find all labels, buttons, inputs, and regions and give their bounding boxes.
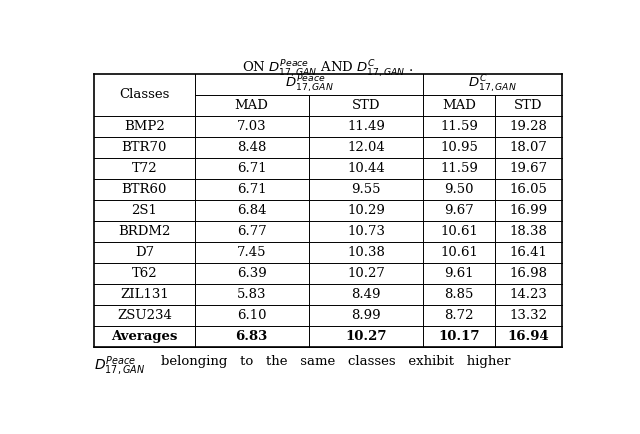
Text: 19.67: 19.67 bbox=[509, 162, 547, 175]
Text: $D^{Peace}_{17,GAN}$: $D^{Peace}_{17,GAN}$ bbox=[285, 73, 333, 95]
Text: 10.38: 10.38 bbox=[347, 246, 385, 259]
Text: STD: STD bbox=[514, 99, 543, 112]
Text: ZIL131: ZIL131 bbox=[120, 288, 169, 301]
Text: 16.98: 16.98 bbox=[509, 267, 547, 280]
Text: STD: STD bbox=[352, 99, 380, 112]
Text: BMP2: BMP2 bbox=[124, 120, 164, 133]
Text: 10.61: 10.61 bbox=[440, 246, 478, 259]
Text: 7.45: 7.45 bbox=[237, 246, 266, 259]
Text: 6.39: 6.39 bbox=[237, 267, 266, 280]
Text: belonging   to   the   same   classes   exhibit   higher: belonging to the same classes exhibit hi… bbox=[161, 355, 511, 368]
Text: ON $D^{Peace}_{17,GAN}$ AND $D^{C}_{17,GAN}$ .: ON $D^{Peace}_{17,GAN}$ AND $D^{C}_{17,G… bbox=[243, 58, 413, 80]
Text: 10.27: 10.27 bbox=[347, 267, 385, 280]
Text: MAD: MAD bbox=[235, 99, 269, 112]
Text: BTR70: BTR70 bbox=[122, 141, 167, 154]
Text: 6.71: 6.71 bbox=[237, 183, 266, 196]
Text: 10.17: 10.17 bbox=[438, 330, 480, 343]
Text: 18.38: 18.38 bbox=[509, 225, 547, 238]
Text: 10.95: 10.95 bbox=[440, 141, 478, 154]
Text: T62: T62 bbox=[131, 267, 157, 280]
Text: Classes: Classes bbox=[119, 88, 170, 101]
Text: $D^{Peace}_{17,GAN}$: $D^{Peace}_{17,GAN}$ bbox=[94, 355, 145, 378]
Text: 18.07: 18.07 bbox=[509, 141, 547, 154]
Text: 6.71: 6.71 bbox=[237, 162, 266, 175]
Text: 10.61: 10.61 bbox=[440, 225, 478, 238]
Text: 13.32: 13.32 bbox=[509, 309, 547, 322]
Text: 7.03: 7.03 bbox=[237, 120, 266, 133]
Text: 16.99: 16.99 bbox=[509, 204, 547, 217]
Text: T72: T72 bbox=[131, 162, 157, 175]
Text: 16.94: 16.94 bbox=[508, 330, 549, 343]
Text: 10.29: 10.29 bbox=[347, 204, 385, 217]
Text: $D^{C}_{17,GAN}$: $D^{C}_{17,GAN}$ bbox=[468, 73, 517, 95]
Text: 10.27: 10.27 bbox=[345, 330, 387, 343]
Text: 9.67: 9.67 bbox=[444, 204, 474, 217]
Text: 9.61: 9.61 bbox=[444, 267, 474, 280]
Text: 9.55: 9.55 bbox=[351, 183, 381, 196]
Text: 6.83: 6.83 bbox=[236, 330, 268, 343]
Text: 5.83: 5.83 bbox=[237, 288, 266, 301]
Text: 8.49: 8.49 bbox=[351, 288, 381, 301]
Text: 6.10: 6.10 bbox=[237, 309, 266, 322]
Text: D7: D7 bbox=[135, 246, 154, 259]
Text: 8.48: 8.48 bbox=[237, 141, 266, 154]
Text: 16.41: 16.41 bbox=[509, 246, 547, 259]
Text: 6.77: 6.77 bbox=[237, 225, 266, 238]
Text: 19.28: 19.28 bbox=[509, 120, 547, 133]
Text: 8.72: 8.72 bbox=[444, 309, 474, 322]
Text: 14.23: 14.23 bbox=[509, 288, 547, 301]
Text: BRDM2: BRDM2 bbox=[118, 225, 170, 238]
Text: 9.50: 9.50 bbox=[444, 183, 474, 196]
Text: 8.99: 8.99 bbox=[351, 309, 381, 322]
Text: 10.73: 10.73 bbox=[347, 225, 385, 238]
Text: 11.59: 11.59 bbox=[440, 120, 478, 133]
Text: ZSU234: ZSU234 bbox=[117, 309, 172, 322]
Text: 11.59: 11.59 bbox=[440, 162, 478, 175]
Text: 8.85: 8.85 bbox=[444, 288, 474, 301]
Text: 12.04: 12.04 bbox=[347, 141, 385, 154]
Text: Averages: Averages bbox=[111, 330, 177, 343]
Text: MAD: MAD bbox=[442, 99, 476, 112]
Text: BTR60: BTR60 bbox=[122, 183, 167, 196]
Text: 10.44: 10.44 bbox=[347, 162, 385, 175]
Text: 2S1: 2S1 bbox=[131, 204, 157, 217]
Text: 11.49: 11.49 bbox=[347, 120, 385, 133]
Text: 6.84: 6.84 bbox=[237, 204, 266, 217]
Text: 16.05: 16.05 bbox=[509, 183, 547, 196]
